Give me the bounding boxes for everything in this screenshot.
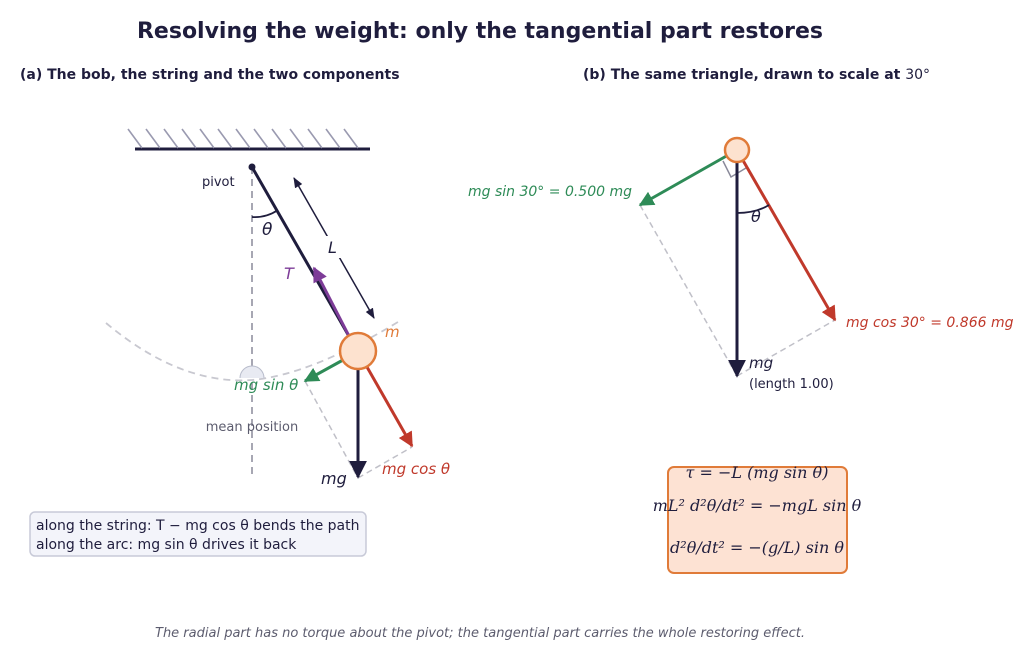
b-radial-arrow xyxy=(735,149,837,322)
triangle-dash-right xyxy=(357,446,413,479)
mass-label: m xyxy=(385,323,400,341)
theta-label: θ xyxy=(262,220,273,240)
right-angle-mark xyxy=(722,160,747,179)
theta-arc xyxy=(251,209,279,219)
b-tangential-label: mg sin 30° = 0.500 mg xyxy=(468,184,632,200)
component-note-box xyxy=(29,511,367,557)
equation-box xyxy=(667,466,848,574)
note-line-string: along the string: T − mg cos θ bends the… xyxy=(36,518,359,534)
length-label: L xyxy=(328,238,337,257)
b-weight-label: mg xyxy=(749,354,773,372)
note-line-arc: along the arc: mg sin θ drives it back xyxy=(36,537,297,553)
triangle-dash-left xyxy=(304,380,359,479)
b-bob xyxy=(723,136,751,164)
b-radial-label: mg cos 30° = 0.866 mg xyxy=(846,315,1014,331)
radial-component-arrow xyxy=(365,366,414,448)
b-theta-label: θ xyxy=(751,207,761,226)
pivot-label: pivot xyxy=(202,175,235,190)
figure-caption: The radial part has no torque about the … xyxy=(155,626,805,641)
mean-position-label: mean position xyxy=(206,420,299,435)
mean-position-marker xyxy=(239,365,265,379)
panel-b-heading: (b) The same triangle, drawn to scale at… xyxy=(583,67,930,83)
b-theta-arc xyxy=(736,204,770,214)
tension-label: T xyxy=(284,264,295,283)
rotational-equation: mL² d²θ/dt² = −mgL sin θ xyxy=(653,496,862,515)
tangential-component-label: mg sin θ xyxy=(234,376,298,394)
pendulum-bob xyxy=(338,331,378,371)
b-weight-note: (length 1.00) xyxy=(749,377,834,392)
b-tangential-arrow xyxy=(638,148,738,207)
ceiling-support xyxy=(127,128,370,151)
length-label-backdrop xyxy=(325,236,343,258)
panel-a-heading: (a) The bob, the string and the two comp… xyxy=(20,67,400,83)
figure-title: Resolving the weight: only the tangentia… xyxy=(137,19,823,44)
swing-arc xyxy=(105,321,399,382)
tangential-component-arrow xyxy=(303,358,344,383)
tension-arrow xyxy=(312,266,352,339)
pendulum-equation: d²θ/dt² = −(g/L) sin θ xyxy=(670,538,844,557)
b-triangle-dash-left xyxy=(639,204,738,377)
weight-label: mg xyxy=(321,469,347,488)
radial-component-label: mg cos θ xyxy=(382,460,450,478)
torque-equation: τ = −L (mg sin θ) xyxy=(686,463,829,482)
b-triangle-dash-right xyxy=(736,319,836,377)
